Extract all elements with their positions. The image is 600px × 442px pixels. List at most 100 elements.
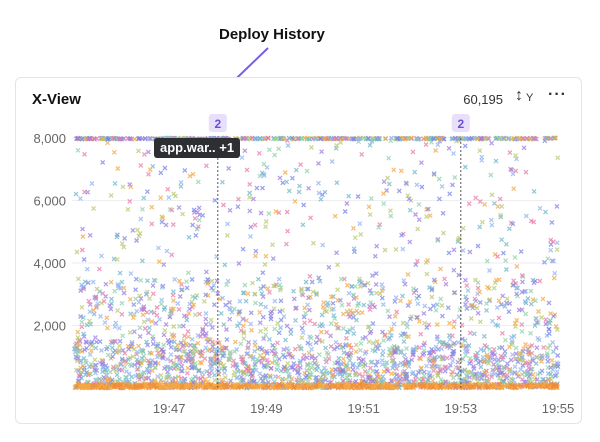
- scatter-point: [421, 373, 427, 379]
- scatter-point: [496, 136, 502, 142]
- scatter-point: [432, 354, 438, 360]
- scatter-point: [106, 376, 112, 382]
- scatter-point: [87, 364, 92, 370]
- scatter-point: [252, 348, 258, 354]
- scatter-point: [84, 369, 90, 375]
- scatter-point: [91, 307, 96, 313]
- scatter-point: [130, 227, 136, 233]
- scatter-point: [308, 215, 314, 221]
- scatter-point: [424, 214, 430, 220]
- scatter-point: [451, 150, 456, 156]
- scatter-point: [94, 339, 99, 345]
- scatter-point: [367, 287, 373, 293]
- scatter-point: [245, 368, 251, 374]
- scatter-point: [548, 247, 554, 253]
- scatter-point: [239, 155, 245, 161]
- scatter-point: [203, 310, 209, 316]
- scatter-point: [333, 136, 339, 142]
- scatter-point: [257, 371, 263, 377]
- scatter-point: [284, 209, 290, 215]
- scatter-point: [100, 159, 106, 165]
- scatter-point: [241, 370, 246, 376]
- scatter-point: [290, 354, 295, 360]
- scatter-point: [220, 353, 226, 359]
- scatter-point: [117, 270, 123, 276]
- scatter-point: [456, 272, 462, 278]
- scatter-point: [366, 382, 372, 388]
- scatter-point: [79, 282, 85, 288]
- scatter-point: [75, 136, 81, 142]
- scatter-point: [260, 185, 265, 191]
- scatter-point: [422, 303, 428, 309]
- scatter-point: [307, 273, 313, 279]
- scatter-point: [160, 349, 166, 355]
- scatter-point: [142, 358, 148, 363]
- scatter-point: [398, 298, 403, 304]
- scatter-point: [131, 302, 137, 308]
- scatter-point: [416, 217, 422, 223]
- scatter-point: [436, 176, 442, 182]
- scatter-point: [119, 279, 125, 285]
- scatter-point: [346, 366, 352, 372]
- scatter-point: [407, 207, 413, 213]
- scatter-point: [260, 294, 266, 300]
- scatter-point: [354, 384, 360, 390]
- scatter-point: [235, 323, 240, 329]
- scatter-point: [182, 333, 187, 339]
- scatter-point: [155, 343, 161, 349]
- scatter-point: [478, 364, 484, 370]
- scatter-point: [406, 359, 412, 364]
- scatter-point: [279, 382, 285, 387]
- scatter-point: [86, 371, 92, 377]
- scatter-point: [536, 309, 541, 314]
- scatter-point: [242, 282, 248, 288]
- scatter-point: [75, 329, 81, 335]
- scatter-point: [250, 280, 255, 286]
- scatter-point: [459, 383, 465, 389]
- scatter-point: [260, 270, 266, 276]
- scatter-point: [374, 136, 380, 142]
- scatter-point: [297, 364, 303, 370]
- scatter-point: [82, 151, 87, 157]
- scatter-point: [147, 167, 153, 173]
- scatter-point: [263, 373, 269, 378]
- scatter-point: [73, 191, 79, 197]
- scatter-point: [340, 356, 346, 362]
- scatter-point: [511, 186, 517, 192]
- scatter-point: [95, 301, 101, 307]
- scatter-point: [543, 321, 549, 327]
- scatter-point: [224, 337, 230, 343]
- scatter-point: [238, 341, 244, 347]
- deploy-history-annotation: Deploy History: [219, 26, 325, 43]
- scatter-point: [362, 351, 368, 357]
- scatter-point: [105, 140, 111, 146]
- scatter-point: [93, 295, 99, 301]
- scatter-point: [165, 381, 171, 387]
- scatter-point: [492, 280, 498, 286]
- scatter-point: [346, 343, 352, 349]
- scatter-point: [519, 351, 525, 357]
- scatter-point: [473, 352, 479, 358]
- scatter-point: [158, 372, 164, 378]
- scatter-point: [357, 347, 363, 353]
- more-icon[interactable]: ···: [548, 86, 567, 103]
- scatter-point: [484, 373, 490, 379]
- y-axis-toggle-button[interactable]: ↕ Y: [515, 87, 537, 109]
- scatter-point: [346, 193, 352, 199]
- scatter-point: [513, 168, 519, 174]
- scatter-point: [145, 317, 151, 323]
- scatter-point: [389, 358, 395, 364]
- scatter-point: [75, 276, 81, 282]
- scatter-point: [87, 352, 93, 357]
- scatter-point: [293, 167, 299, 173]
- scatter-point: [447, 345, 453, 351]
- scatter-point: [191, 302, 197, 308]
- scatter-point: [134, 308, 140, 314]
- scatter-point: [555, 353, 561, 358]
- scatter-point: [509, 334, 514, 340]
- scatter-point: [171, 306, 176, 312]
- scatter-point: [479, 157, 485, 163]
- scatter-point: [439, 303, 445, 308]
- scatter-point: [495, 357, 501, 363]
